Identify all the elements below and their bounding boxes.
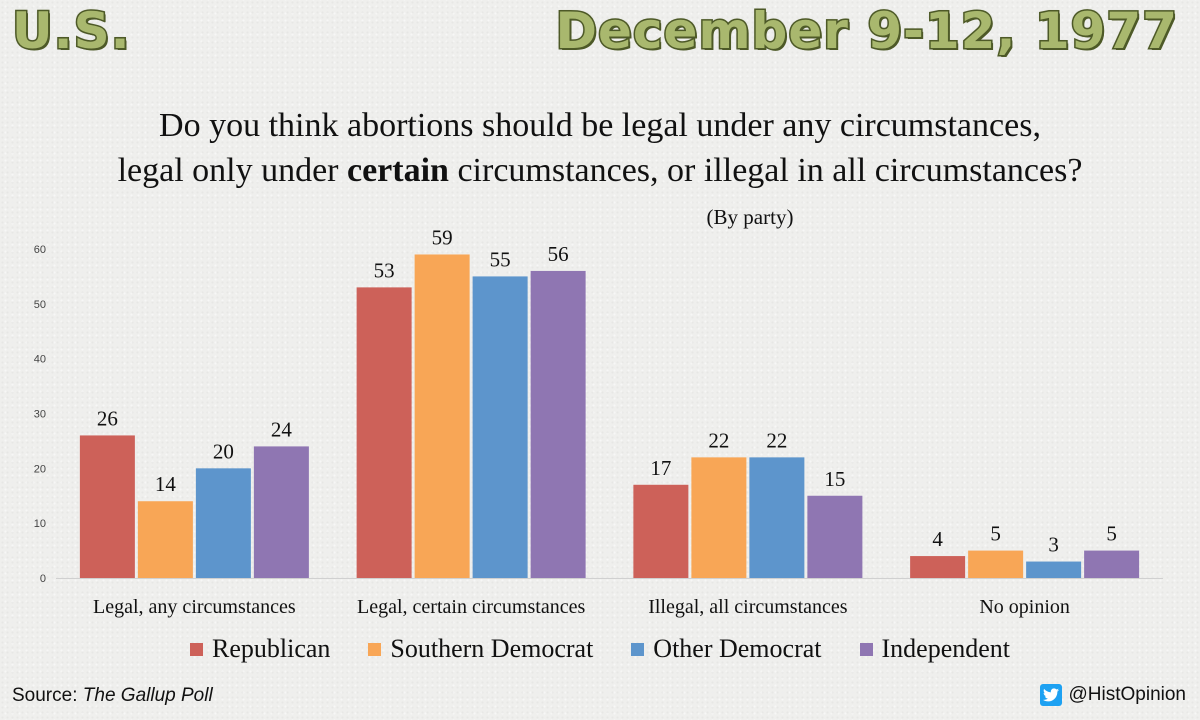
legend-label: Other Democrat [653,634,822,663]
credit[interactable]: @HistOpinion [1039,684,1187,706]
y-tick-label: 60 [34,244,46,256]
bar [1026,561,1082,578]
twitter-bird-icon [1039,684,1062,706]
bar [137,501,193,578]
bar [253,446,309,578]
bar [530,270,586,578]
data-label: 3 [1048,533,1059,557]
category-label: Illegal, all circumstances [648,596,848,618]
data-label: 56 [548,242,569,266]
y-tick-label: 30 [34,409,46,421]
source-name: The Gallup Poll [82,685,213,706]
data-label: 55 [490,247,511,271]
region-title: U.S. [11,1,132,62]
y-tick-label: 40 [34,354,46,366]
y-tick-label: 10 [34,518,46,530]
bar [807,495,863,578]
data-label: 4 [932,527,943,551]
data-label: 59 [432,225,453,249]
bar [195,468,251,578]
data-label: 20 [213,439,234,463]
y-tick-label: 0 [40,573,46,585]
bar [968,550,1024,578]
data-label: 15 [824,467,845,491]
y-tick-label: 50 [34,299,46,311]
data-label: 5 [1106,522,1117,546]
legend-label: Southern Democrat [390,634,594,663]
question-line-1: Do you think abortions should be legal u… [159,107,1041,144]
date-title: December 9-12, 1977 [554,1,1179,62]
data-label: 22 [708,428,729,452]
legend-item: Southern Democrat [368,634,593,664]
y-tick-label: 20 [34,463,46,475]
bar [633,484,689,578]
legend-swatch [368,642,382,656]
data-label: 22 [766,428,787,452]
legend-item: Independent [859,634,1011,664]
question-line-2: legal only under certain circumstances, … [0,148,1200,193]
bar [691,457,747,578]
data-label: 17 [650,456,671,480]
chart-subtitle: (By party) [706,205,794,229]
bar [1084,550,1140,578]
question-line-2-before: legal only under [117,152,347,189]
source-note: Source: The Gallup Poll [12,685,213,707]
legend-swatch [859,642,873,656]
legend-swatch [631,642,645,656]
data-label: 5 [990,522,1001,546]
bar [356,287,412,578]
data-label: 53 [374,258,395,282]
category-label: Legal, certain circumstances [357,596,585,618]
bar [910,556,966,578]
legend-item: Republican [189,634,331,664]
data-label: 14 [155,472,177,496]
bar [414,254,470,578]
bar [749,457,805,578]
category-label: No opinion [979,596,1070,618]
bar-chart: 0 10 20 30 40 50 60 26 14 20 24 Legal, any circumst… [34,225,1163,618]
category-label: Legal, any circumstances [93,596,296,618]
question-emphasis: certain [347,152,449,189]
legend-label: Republican [211,634,331,663]
source-label: Source: [12,685,83,706]
bar [79,435,135,578]
question-line-2-after: circumstances, or illegal in all circums… [448,152,1083,189]
data-label: 24 [271,417,293,441]
chart-legend: Republican Southern Democrat Other Democra… [0,634,1200,664]
legend-swatch [189,642,203,656]
data-label: 26 [97,406,118,430]
legend-item: Other Democrat [631,634,822,664]
bar [472,276,528,578]
legend-label: Independent [881,634,1011,663]
credit-handle: @HistOpinion [1068,684,1187,705]
